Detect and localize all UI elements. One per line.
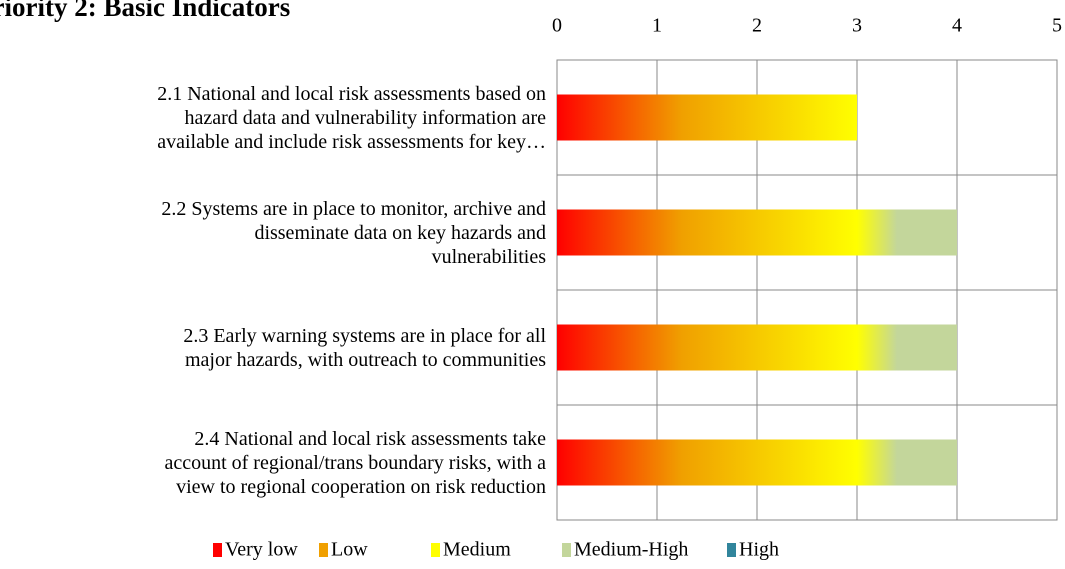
- legend-label: Very low: [225, 539, 298, 561]
- bar: [557, 94, 857, 141]
- x-tick-label: 3: [852, 15, 862, 37]
- bar: [557, 324, 957, 371]
- x-tick-label: 1: [652, 15, 662, 37]
- chart-title: Priority 2: Basic Indicators: [0, 0, 290, 22]
- y-tick-label: 2.4 National and local risk assessments …: [164, 427, 546, 498]
- bar: [557, 439, 957, 486]
- y-tick-label: 2.1 National and local risk assessments …: [157, 82, 546, 153]
- x-tick-label: 5: [1052, 15, 1062, 37]
- legend-swatch: [319, 543, 328, 557]
- x-tick-label: 0: [552, 15, 562, 37]
- legend-label: Medium-High: [574, 539, 688, 561]
- bar: [557, 209, 957, 256]
- y-tick-label: 2.3 Early warning systems are in place f…: [183, 324, 546, 371]
- legend-swatch: [213, 543, 222, 557]
- legend-label: Medium: [443, 539, 511, 561]
- x-tick-label: 4: [952, 15, 962, 37]
- legend-swatch: [562, 543, 571, 557]
- x-tick-label: 2: [752, 15, 762, 37]
- y-tick-label: 2.2 Systems are in place to monitor, arc…: [161, 197, 546, 268]
- legend-swatch: [431, 543, 440, 557]
- legend-swatch: [727, 543, 736, 557]
- legend-label: Low: [331, 539, 368, 561]
- legend-label: High: [739, 539, 779, 561]
